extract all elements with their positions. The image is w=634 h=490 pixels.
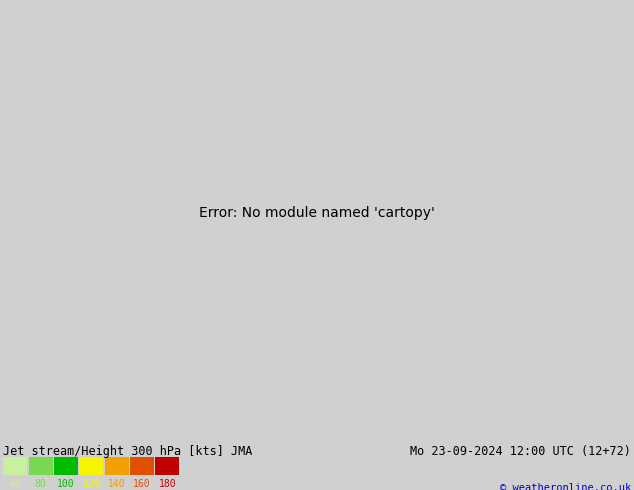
Text: Jet stream/Height 300 hPa [kts] JMA: Jet stream/Height 300 hPa [kts] JMA <box>3 445 252 458</box>
Text: 80: 80 <box>35 479 46 489</box>
Text: 180: 180 <box>158 479 176 489</box>
Text: 140: 140 <box>108 479 126 489</box>
Text: 100: 100 <box>57 479 75 489</box>
Bar <box>54 457 78 475</box>
Bar <box>3 457 27 475</box>
Text: © weatheronline.co.uk: © weatheronline.co.uk <box>500 483 631 490</box>
Text: 60: 60 <box>10 479 21 489</box>
Bar <box>155 457 179 475</box>
Bar <box>79 457 103 475</box>
Text: Mo 23-09-2024 12:00 UTC (12+72): Mo 23-09-2024 12:00 UTC (12+72) <box>410 445 631 458</box>
Bar <box>130 457 154 475</box>
Bar <box>105 457 129 475</box>
Text: 160: 160 <box>133 479 151 489</box>
Bar <box>29 457 53 475</box>
Text: 120: 120 <box>82 479 100 489</box>
Text: Error: No module named 'cartopy': Error: No module named 'cartopy' <box>199 206 435 220</box>
